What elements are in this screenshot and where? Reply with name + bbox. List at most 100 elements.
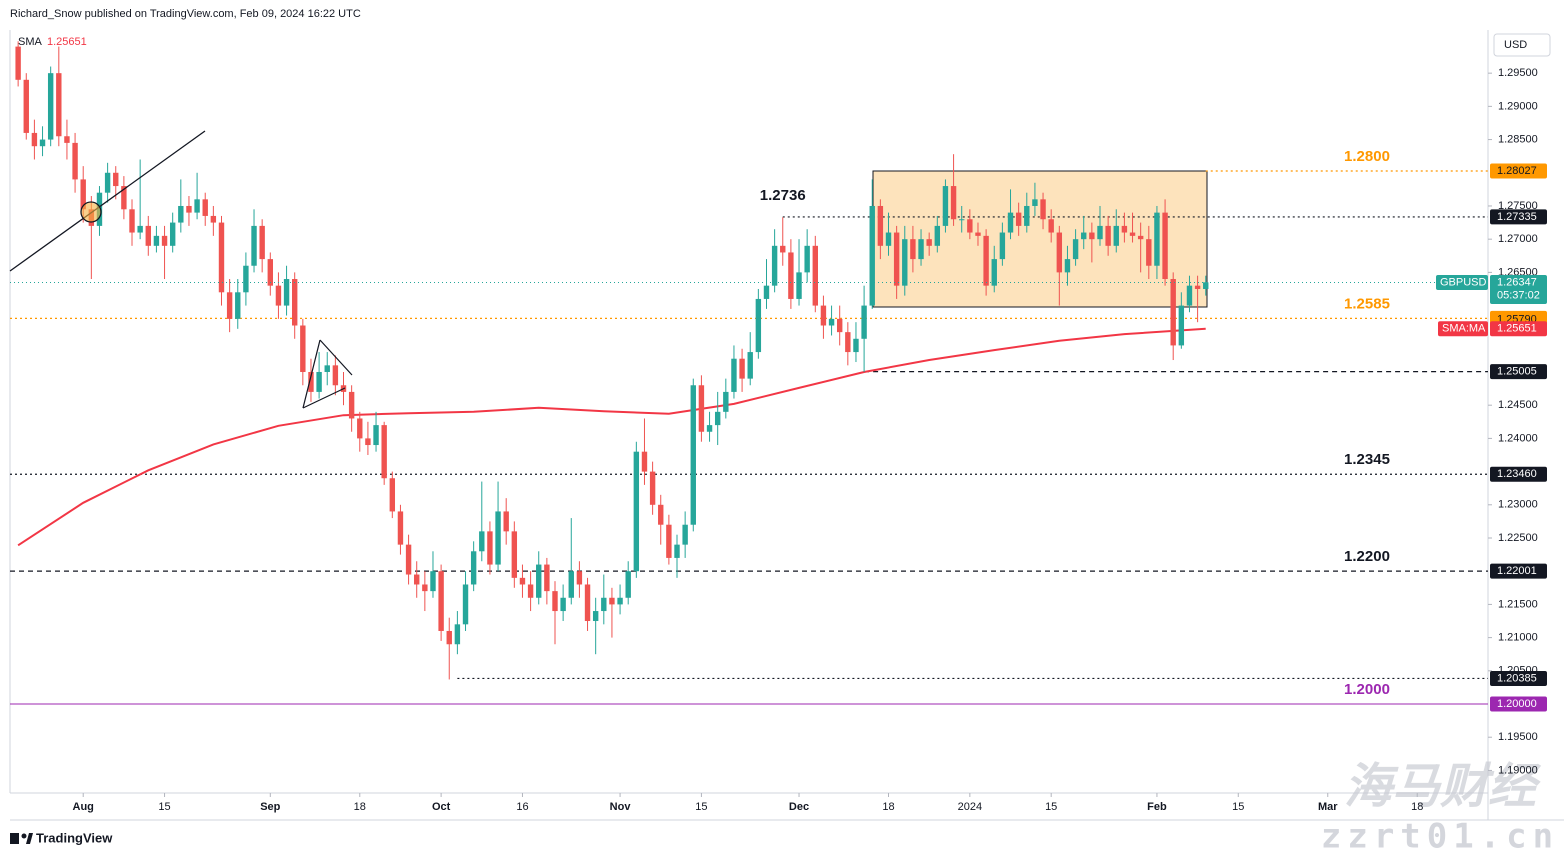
- candle-body: [113, 172, 119, 187]
- price-badge: 1.28027: [1490, 163, 1547, 179]
- y-tick-label: 1.21500: [1498, 598, 1538, 610]
- y-tick-label: 1.21000: [1498, 632, 1538, 644]
- badge-box: [1490, 364, 1547, 380]
- sma-legend-value: 1.25651: [47, 36, 87, 48]
- candle-body: [828, 318, 835, 326]
- x-tick-label: Feb: [1147, 801, 1167, 813]
- plot: [10, 41, 1488, 705]
- candle-body: [31, 132, 38, 147]
- candle-body: [121, 186, 127, 210]
- candle-body: [1048, 219, 1054, 233]
- candle-body: [153, 235, 160, 246]
- x-tick-label: 16: [516, 801, 528, 813]
- pennant-line: [302, 387, 346, 409]
- candle-body: [812, 245, 818, 306]
- price-badge: 1.22001: [1490, 563, 1547, 579]
- candle-body: [885, 232, 892, 246]
- candle-body: [674, 544, 680, 558]
- y-tick-label: 1.22500: [1498, 532, 1538, 544]
- x-tick-label: Sep: [260, 801, 280, 813]
- badge-box: [1490, 163, 1547, 179]
- candle-body: [584, 584, 591, 622]
- level-label: 1.2800: [1344, 148, 1390, 165]
- candle-body: [243, 265, 249, 293]
- x-tick-label: Dec: [789, 801, 809, 813]
- level-label: 1.2200: [1344, 548, 1390, 565]
- level-label: 1.2736: [760, 187, 806, 204]
- candle-body: [511, 531, 518, 578]
- candle-body: [658, 504, 664, 525]
- candle-body: [64, 136, 70, 143]
- candle-body: [267, 259, 273, 286]
- level-label: 1.2585: [1344, 295, 1390, 312]
- candle-body: [1040, 199, 1046, 220]
- candle-body: [308, 371, 314, 392]
- y-tick-label: 1.24500: [1498, 399, 1538, 411]
- candle-body: [706, 425, 713, 432]
- candle-body: [1194, 285, 1201, 289]
- candle-body: [251, 225, 257, 266]
- candle-body: [275, 285, 282, 306]
- candle-body: [560, 597, 566, 612]
- candle-body: [186, 205, 192, 213]
- candle-body: [1186, 285, 1193, 306]
- candle-body: [714, 411, 721, 426]
- candle-body: [568, 571, 574, 598]
- candle-body: [15, 46, 21, 80]
- y-tick-label: 1.27000: [1498, 233, 1538, 245]
- candle-body: [470, 551, 477, 585]
- candle-body: [788, 252, 794, 299]
- price-badge: 1.25005: [1490, 364, 1547, 380]
- candle-body: [1121, 225, 1128, 233]
- candle-body: [690, 385, 696, 525]
- candle-body: [926, 239, 932, 246]
- candle-body: [39, 139, 46, 147]
- badge-box: [1490, 321, 1547, 337]
- price-badge: 1.25651: [1490, 321, 1547, 337]
- currency-box[interactable]: [1493, 33, 1551, 57]
- candle-body: [210, 215, 217, 223]
- candle-body: [666, 524, 672, 558]
- x-tick-label: 15: [1232, 801, 1244, 813]
- candle-body: [129, 209, 135, 233]
- candle-body: [853, 338, 859, 353]
- candle-body: [1097, 225, 1103, 240]
- candle-body: [169, 222, 176, 246]
- y-tick-label: 1.28500: [1498, 133, 1538, 145]
- candle-body: [902, 239, 908, 286]
- candle-body: [893, 232, 900, 286]
- watermark-cn: 海马财经: [1344, 761, 1542, 814]
- sma-line: [17, 327, 1206, 547]
- candle-body: [601, 597, 607, 612]
- x-tick-label: 15: [1045, 801, 1057, 813]
- candle-body: [300, 325, 306, 372]
- candle-body: [1064, 259, 1071, 273]
- badge-box: [1490, 563, 1547, 579]
- x-tick-label: 18: [882, 801, 894, 813]
- y-tick-label: 1.19500: [1498, 731, 1538, 743]
- y-tick-label: 1.27500: [1498, 200, 1538, 212]
- x-tick-label: Nov: [610, 801, 632, 813]
- candle-body: [950, 186, 957, 220]
- touch-circle: [80, 201, 102, 223]
- candle-body: [519, 577, 526, 585]
- candle-body: [1129, 232, 1136, 236]
- candle-body: [975, 232, 981, 236]
- x-tick-label: 18: [354, 801, 366, 813]
- pennant-line: [302, 339, 321, 409]
- x-tick-label: 15: [158, 801, 170, 813]
- x-tick-label: Mar: [1318, 801, 1338, 813]
- level-label: 1.2345: [1344, 451, 1390, 468]
- candle-body: [869, 205, 875, 306]
- candle-body: [137, 225, 143, 233]
- candle-body: [430, 571, 436, 592]
- candle-body: [292, 279, 298, 326]
- countdown: 05:37:02: [1497, 289, 1540, 301]
- currency[interactable]: USD: [1504, 39, 1527, 51]
- candle-body: [723, 391, 729, 412]
- candle-body: [1162, 212, 1168, 280]
- candle-body: [405, 544, 412, 575]
- candle-body: [348, 391, 355, 419]
- x-tick-label: Oct: [432, 801, 451, 813]
